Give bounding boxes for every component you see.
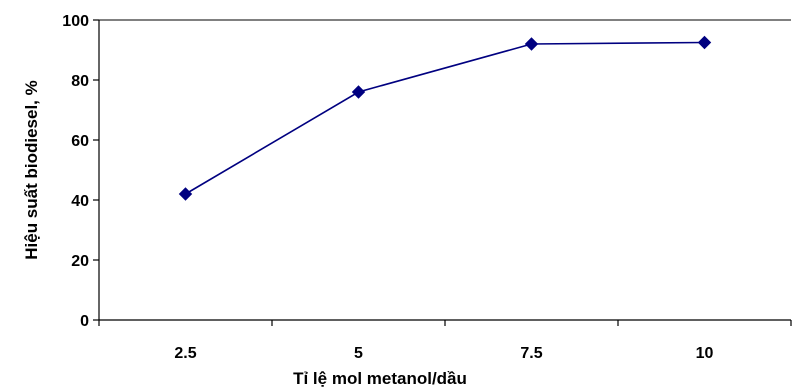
series-line [185, 41, 705, 195]
data-point-marker [178, 187, 193, 201]
x-tick-label: 5 [354, 345, 363, 362]
series [178, 35, 712, 201]
x-tick-label: 7.5 [520, 345, 542, 362]
axes [98, 19, 791, 321]
y-tick-label: 0 [80, 313, 89, 330]
y-axis-title: Hiệu suất biodiesel, % [22, 80, 41, 260]
x-axis-title: Tỉ lệ mol metanol/dầu [293, 369, 467, 387]
y-tick-label: 40 [71, 193, 89, 210]
data-point-marker [351, 85, 366, 99]
data-point-marker [697, 35, 712, 50]
data-point-marker [524, 37, 539, 51]
y-tick-label: 20 [71, 253, 89, 270]
y-tick-label: 80 [71, 73, 89, 90]
y-tick-label: 100 [62, 13, 89, 30]
x-tick-label: 10 [696, 345, 714, 362]
y-tick-label: 60 [71, 133, 89, 150]
y-ticks: 0 20 40 60 80 100 [62, 13, 99, 330]
x-tick-label: 2.5 [174, 345, 196, 362]
x-ticks: 2.5 5 7.5 10 [98, 320, 792, 362]
